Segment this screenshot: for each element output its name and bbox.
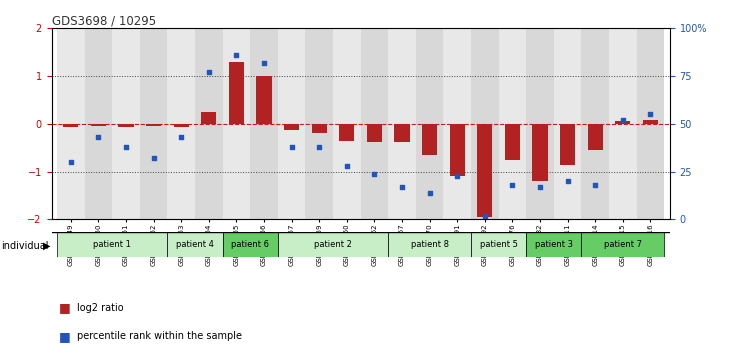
Point <box>479 213 491 218</box>
Text: log2 ratio: log2 ratio <box>77 303 124 313</box>
Point <box>314 144 325 150</box>
Text: patient 5: patient 5 <box>480 240 517 249</box>
Point <box>451 173 463 178</box>
Bar <box>146 124 161 126</box>
Bar <box>581 232 664 257</box>
Text: patient 3: patient 3 <box>535 240 573 249</box>
Bar <box>256 76 272 124</box>
Bar <box>229 62 244 124</box>
Bar <box>394 124 410 142</box>
Point <box>93 135 105 140</box>
Bar <box>532 124 548 181</box>
Bar <box>91 124 106 126</box>
Point <box>590 182 601 188</box>
Bar <box>389 28 416 219</box>
Text: individual: individual <box>1 241 49 251</box>
Bar <box>471 232 526 257</box>
Point <box>230 52 242 58</box>
Point <box>65 159 77 165</box>
Point <box>148 155 160 161</box>
Bar <box>581 28 609 219</box>
Point <box>286 144 297 150</box>
Bar <box>554 28 581 219</box>
Point <box>120 144 132 150</box>
Bar <box>57 28 85 219</box>
Bar <box>85 28 112 219</box>
Bar <box>416 28 443 219</box>
Bar <box>311 124 327 132</box>
Point <box>203 69 215 75</box>
Bar <box>443 28 471 219</box>
Text: percentile rank within the sample: percentile rank within the sample <box>77 331 242 341</box>
Bar <box>305 28 333 219</box>
Bar <box>195 28 222 219</box>
Bar <box>587 124 603 150</box>
Point <box>645 112 657 117</box>
Bar <box>471 28 499 219</box>
Bar <box>339 124 355 141</box>
Bar <box>367 124 382 142</box>
Text: patient 4: patient 4 <box>176 240 214 249</box>
Bar <box>422 124 437 155</box>
Bar <box>333 28 361 219</box>
Text: patient 2: patient 2 <box>314 240 352 249</box>
Bar <box>167 28 195 219</box>
Point <box>396 184 408 190</box>
Text: ▶: ▶ <box>43 241 50 251</box>
Text: ■: ■ <box>59 302 71 314</box>
Bar <box>284 124 300 130</box>
Bar <box>361 28 389 219</box>
Bar <box>222 232 278 257</box>
Bar <box>57 232 167 257</box>
Point <box>424 190 436 195</box>
Bar <box>505 124 520 160</box>
Bar <box>637 28 665 219</box>
Bar <box>112 28 140 219</box>
Bar <box>63 124 79 127</box>
Text: patient 1: patient 1 <box>93 240 131 249</box>
Bar <box>278 28 305 219</box>
Text: GDS3698 / 10295: GDS3698 / 10295 <box>52 14 155 27</box>
Bar <box>499 28 526 219</box>
Point <box>258 60 270 65</box>
Point <box>175 135 187 140</box>
Bar <box>250 28 278 219</box>
Bar <box>560 124 576 165</box>
Bar <box>201 112 216 124</box>
Point <box>506 182 518 188</box>
Bar <box>450 124 465 176</box>
Text: patient 8: patient 8 <box>411 240 449 249</box>
Bar <box>222 28 250 219</box>
Point <box>341 163 353 169</box>
Bar <box>389 232 471 257</box>
Text: patient 6: patient 6 <box>231 240 269 249</box>
Point <box>369 171 381 176</box>
Bar <box>278 232 389 257</box>
Bar <box>609 28 637 219</box>
Text: ■: ■ <box>59 330 71 343</box>
Bar <box>615 121 631 124</box>
Bar <box>167 232 222 257</box>
Bar <box>140 28 167 219</box>
Text: patient 7: patient 7 <box>604 240 642 249</box>
Bar <box>526 28 554 219</box>
Point <box>617 117 629 123</box>
Bar <box>118 124 134 127</box>
Bar <box>526 232 581 257</box>
Point <box>534 184 546 190</box>
Bar <box>477 124 492 217</box>
Point <box>562 178 573 184</box>
Bar <box>174 124 189 127</box>
Bar <box>643 120 658 124</box>
